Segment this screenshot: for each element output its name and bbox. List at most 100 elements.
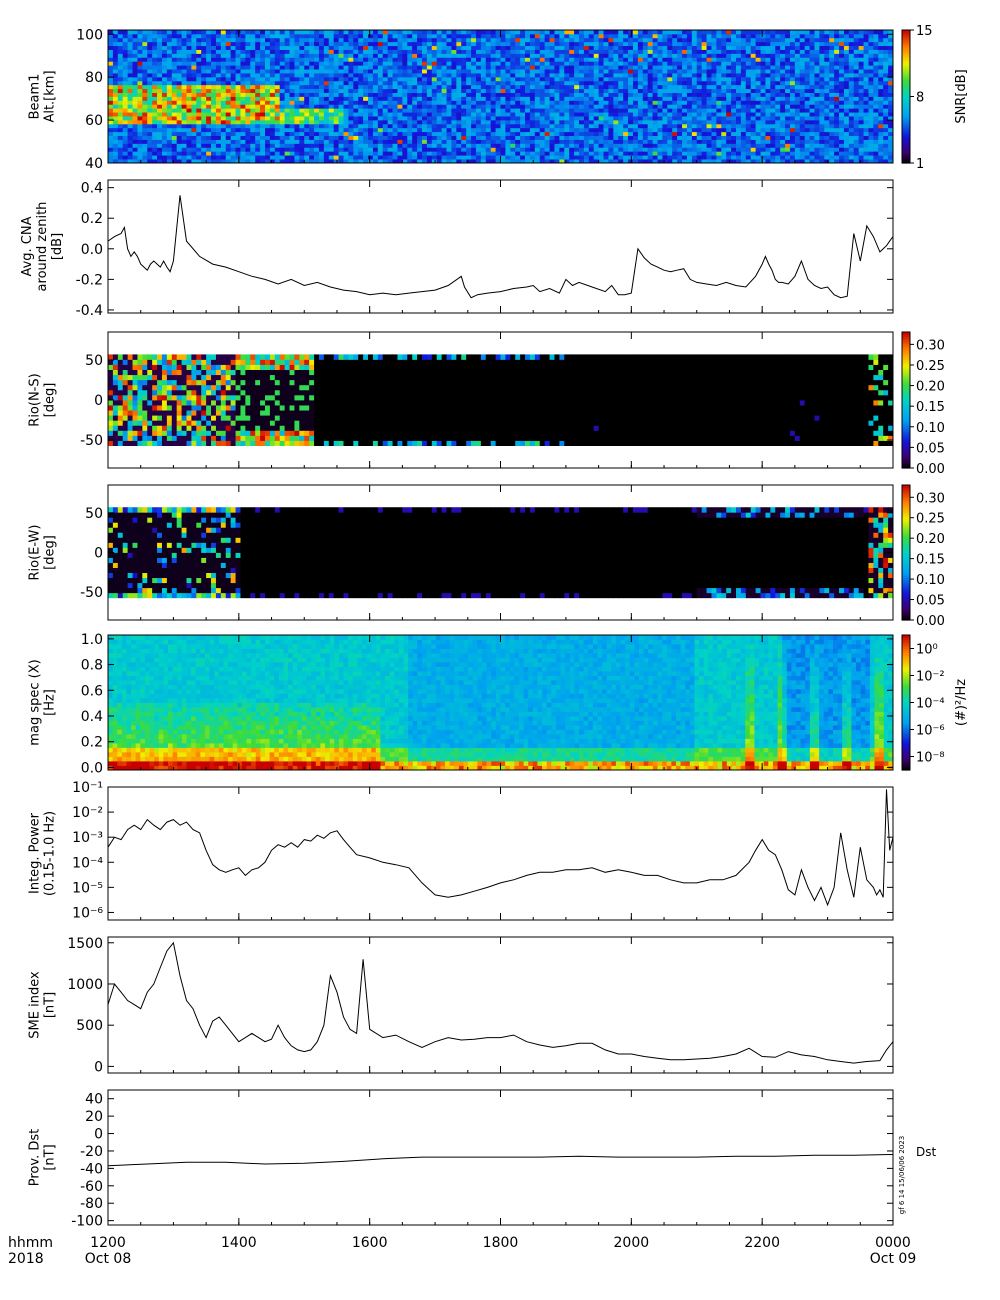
heatmap-cell bbox=[711, 104, 717, 109]
heatmap-cell bbox=[211, 61, 217, 66]
heatmap-cell bbox=[579, 139, 585, 144]
heatmap-cell bbox=[152, 127, 158, 133]
heatmap-cell bbox=[333, 45, 339, 50]
heatmap-cell bbox=[255, 69, 261, 74]
heatmap-cell bbox=[225, 49, 232, 54]
heatmap-cell bbox=[750, 151, 757, 156]
heatmap-cell bbox=[328, 49, 335, 54]
heatmap-cell bbox=[127, 127, 133, 133]
heatmap-cell bbox=[422, 45, 428, 50]
heatmap-cell bbox=[368, 33, 374, 39]
heatmap-cell bbox=[775, 41, 781, 47]
heatmap-cell bbox=[726, 41, 732, 47]
heatmap-cell bbox=[520, 116, 526, 121]
heatmap-cell bbox=[289, 127, 295, 133]
heatmap-cell bbox=[206, 147, 212, 152]
heatmap-cell bbox=[682, 30, 688, 35]
heatmap-cell bbox=[206, 37, 212, 43]
heatmap-cell bbox=[137, 104, 143, 109]
heatmap-cell bbox=[255, 135, 261, 140]
heatmap-cell bbox=[632, 108, 639, 113]
heatmap-cell bbox=[255, 76, 261, 82]
heatmap-cell bbox=[412, 57, 418, 62]
heatmap-cell bbox=[824, 135, 830, 140]
heatmap-cell bbox=[672, 139, 678, 144]
heatmap-cell bbox=[269, 119, 276, 125]
heatmap-cell bbox=[417, 135, 423, 140]
heatmap-cell bbox=[112, 92, 119, 97]
heatmap-cell bbox=[451, 139, 457, 144]
heatmap-cell bbox=[304, 123, 310, 129]
heatmap-cell bbox=[245, 73, 251, 78]
heatmap-cell bbox=[520, 147, 526, 152]
heatmap-cell bbox=[176, 33, 182, 39]
heatmap-cell bbox=[549, 135, 555, 140]
heatmap-cell bbox=[426, 96, 433, 101]
heatmap-cell bbox=[628, 33, 634, 39]
heatmap-cell bbox=[515, 135, 521, 140]
heatmap-cell bbox=[480, 53, 487, 58]
heatmap-cell bbox=[770, 159, 776, 164]
heatmap-cell bbox=[569, 84, 575, 90]
heatmap-cell bbox=[147, 104, 153, 109]
heatmap-cell bbox=[510, 104, 516, 109]
heatmap-cell bbox=[377, 49, 384, 54]
heatmap-cell bbox=[260, 69, 266, 74]
heatmap-cell bbox=[819, 53, 825, 58]
heatmap-cell bbox=[117, 100, 124, 105]
heatmap-cell bbox=[716, 69, 722, 74]
heatmap-cell bbox=[137, 135, 143, 140]
heatmap-cell bbox=[736, 84, 742, 90]
heatmap-cell bbox=[284, 155, 290, 160]
heatmap-cell bbox=[544, 155, 550, 160]
heatmap-cell bbox=[157, 155, 163, 160]
heatmap-cell bbox=[318, 119, 325, 125]
heatmap-cell bbox=[122, 112, 129, 117]
heatmap-cell bbox=[642, 104, 649, 109]
heatmap-cell bbox=[196, 112, 202, 117]
heatmap-cell bbox=[137, 92, 143, 97]
heatmap-cell bbox=[127, 92, 133, 97]
heatmap-cell bbox=[736, 76, 742, 82]
heatmap-cell bbox=[299, 45, 305, 50]
heatmap-cell bbox=[657, 61, 663, 66]
heatmap-cell bbox=[642, 57, 649, 62]
heatmap-cell bbox=[289, 45, 295, 50]
heatmap-cell bbox=[127, 49, 133, 54]
heatmap-cell bbox=[726, 53, 732, 58]
heatmap-cell bbox=[686, 92, 693, 97]
heatmap-cell bbox=[525, 119, 531, 125]
heatmap-cell bbox=[176, 88, 182, 93]
heatmap-cell bbox=[387, 69, 393, 74]
heatmap-cell bbox=[235, 84, 241, 90]
heatmap-cell bbox=[740, 84, 747, 90]
heatmap-cell bbox=[603, 61, 609, 66]
heatmap-cell bbox=[613, 41, 619, 47]
heatmap-cell bbox=[265, 37, 271, 43]
heatmap-cell bbox=[132, 135, 138, 140]
heatmap-cell bbox=[206, 76, 212, 82]
heatmap-cell bbox=[466, 65, 472, 70]
heatmap-cell bbox=[721, 127, 727, 133]
heatmap-cell bbox=[618, 155, 624, 160]
heatmap-cell bbox=[745, 123, 752, 129]
heatmap-cell bbox=[672, 65, 678, 70]
heatmap-cell bbox=[397, 108, 403, 113]
heatmap-cell bbox=[294, 147, 300, 152]
heatmap-cell bbox=[299, 69, 305, 74]
heatmap-cell bbox=[431, 139, 438, 144]
heatmap-cell bbox=[809, 65, 815, 70]
heatmap-cell bbox=[333, 80, 339, 86]
heatmap-cell bbox=[338, 139, 344, 144]
heatmap-cell bbox=[181, 76, 187, 82]
heatmap-cell bbox=[750, 41, 757, 47]
heatmap-cell bbox=[446, 57, 452, 62]
heatmap-cell bbox=[211, 53, 217, 58]
heatmap-cell bbox=[799, 53, 806, 58]
heatmap-cell bbox=[358, 116, 364, 121]
heatmap-cell bbox=[372, 135, 379, 140]
heatmap-cell bbox=[780, 119, 786, 125]
heatmap-cell bbox=[691, 84, 698, 90]
heatmap-cell bbox=[628, 57, 634, 62]
heatmap-cell bbox=[377, 127, 384, 133]
